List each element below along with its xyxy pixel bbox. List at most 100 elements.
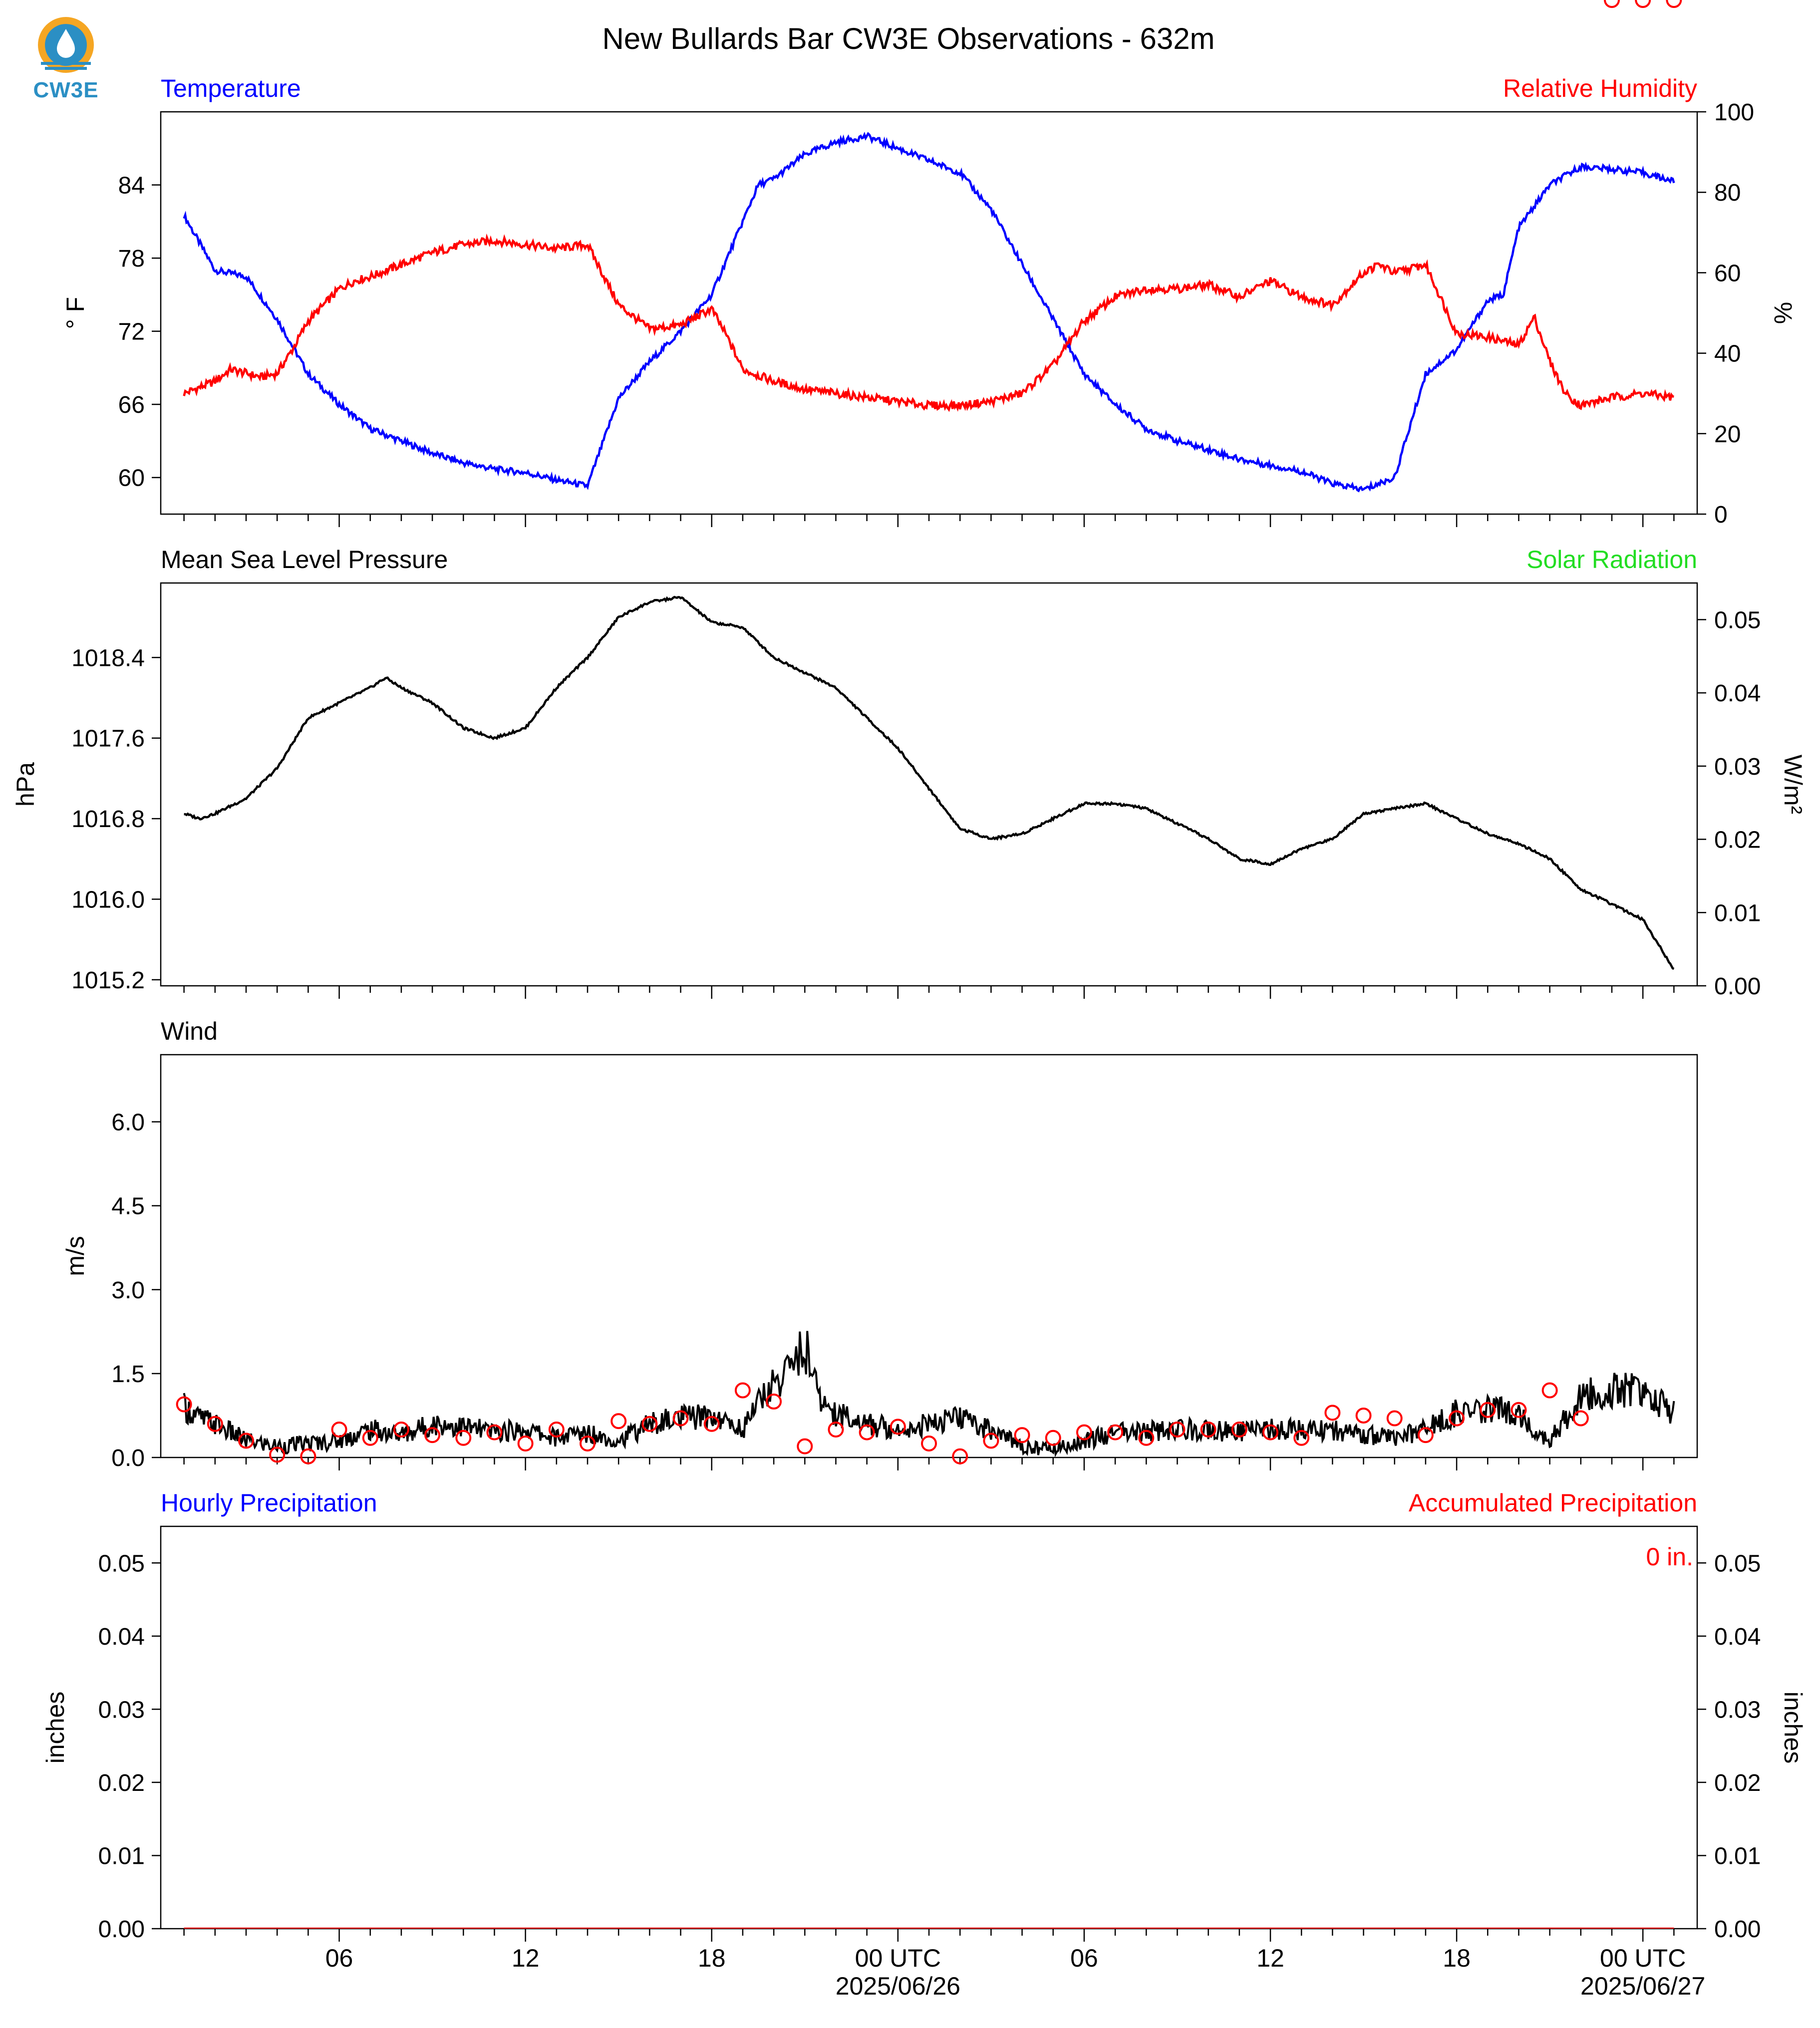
y-tick-label: 0.05 <box>98 1550 145 1577</box>
wind-gust-marker <box>766 1393 782 1410</box>
x-date-label: 2025/06/27 <box>1580 1972 1705 2000</box>
wind-gust-marker <box>672 1410 689 1427</box>
wind-gust-marker <box>1635 0 1651 8</box>
wind-gust-marker <box>207 1416 223 1432</box>
wind-gust-marker <box>517 1435 534 1451</box>
y-tick-label: 4.5 <box>111 1193 145 1220</box>
y-tick-label: 1016.8 <box>71 806 145 833</box>
series-line <box>183 1331 1675 1457</box>
wind-gust-marker <box>1449 1410 1465 1427</box>
wind-gust-marker <box>269 1447 286 1463</box>
y-tick-label: 0.03 <box>98 1697 145 1723</box>
y-axis-label-left: hPa <box>11 762 39 807</box>
plot-frame <box>160 1525 1698 1930</box>
wind-gust-marker <box>1511 1402 1527 1418</box>
wind-gust-marker <box>921 1435 937 1451</box>
y-tick-label-right: 100 <box>1714 99 1754 126</box>
wind-gust-marker <box>859 1424 875 1441</box>
wind-gust-marker <box>983 1433 999 1449</box>
wind-gust-marker <box>424 1427 441 1444</box>
wind-gust-marker <box>1324 1405 1341 1421</box>
y-tick-label-right: 0.05 <box>1714 1550 1761 1577</box>
x-date-label: 2025/06/26 <box>836 1972 960 2000</box>
panel-title-right: Solar Radiation <box>1526 546 1697 574</box>
y-tick-label: 0.01 <box>98 1843 145 1869</box>
panel-title-right: Accumulated Precipitation <box>1409 1489 1697 1517</box>
y-tick-label: 60 <box>118 465 145 492</box>
y-tick-label-right: 0.04 <box>1714 680 1761 707</box>
y-tick-label-right: 0.01 <box>1714 1843 1761 1869</box>
wind-gust-marker <box>1604 0 1620 8</box>
y-tick-label: 66 <box>118 392 145 418</box>
panels: 60 66 72 78 84 ° F 0 20 40 60 80 100% Temperature Rel… <box>11 0 1807 2000</box>
x-tick-label: 00 UTC <box>855 1944 941 1972</box>
wind-gust-marker <box>1231 1421 1247 1438</box>
wind-gust-marker <box>1386 1410 1403 1427</box>
wind-gust-marker <box>1107 1424 1124 1441</box>
wind-gust-marker <box>1138 1430 1155 1446</box>
precip-total-annotation: 0 in. <box>1646 1543 1693 1571</box>
y-tick-label-right: 0.03 <box>1714 754 1761 780</box>
series-line <box>183 233 1674 412</box>
plot-frame <box>160 111 1698 515</box>
y-tick-label: 1016.0 <box>71 886 145 913</box>
logo-text: CW3E <box>33 78 99 102</box>
y-tick-label: 3.0 <box>111 1277 145 1304</box>
y-tick-label: 1.5 <box>111 1361 145 1388</box>
logo-emblem <box>38 17 94 73</box>
y-tick-label-right: 0.05 <box>1714 607 1761 633</box>
wind-gust-marker <box>486 1424 503 1441</box>
wind-gust-marker <box>1293 1430 1310 1446</box>
y-tick-label: 0.02 <box>98 1770 145 1796</box>
wind-gust-marker <box>1076 1424 1092 1441</box>
wind-gust-marker <box>300 1448 316 1464</box>
wind-gust-marker <box>455 1430 472 1446</box>
y-tick-label-right: 0.00 <box>1714 973 1761 1000</box>
wind-gust-marker <box>331 1421 347 1438</box>
wind-gust-marker <box>703 1416 720 1432</box>
y-tick-label-right: 0 <box>1714 502 1728 528</box>
wind-gust-marker <box>1417 1427 1434 1444</box>
y-tick-label-right: 0.00 <box>1714 1916 1761 1943</box>
panel-temperature-humidity: 60 66 72 78 84 ° F 0 20 40 60 80 100% Temperature Rel… <box>61 74 1797 528</box>
y-tick-label: 78 <box>118 246 145 272</box>
wind-gust-marker <box>952 1448 968 1464</box>
y-tick-label: 1018.4 <box>71 645 145 671</box>
x-tick-label: 18 <box>698 1944 726 1972</box>
y-tick-label: 84 <box>118 173 145 199</box>
x-tick-label: 06 <box>1070 1944 1098 1972</box>
y-tick-label-right: 40 <box>1714 341 1741 367</box>
panel-title-right: Relative Humidity <box>1503 74 1697 102</box>
wind-gust-marker <box>1262 1424 1278 1441</box>
wind-gust-marker <box>828 1421 844 1438</box>
y-tick-label-right: 0.01 <box>1714 900 1761 926</box>
wind-gust-marker <box>1014 1427 1030 1444</box>
wind-gust-marker <box>641 1416 658 1432</box>
y-tick-label-right: 0.04 <box>1714 1624 1761 1650</box>
y-tick-label: 72 <box>118 319 145 345</box>
y-axis-label-left: ° F <box>61 297 89 329</box>
figure-title: New Bullards Bar CW3E Observations - 632… <box>602 22 1214 55</box>
plot-frame <box>160 582 1698 987</box>
wind-gust-marker <box>1200 1421 1216 1438</box>
panel-title-left: Wind <box>161 1017 218 1045</box>
y-tick-label-right: 0.02 <box>1714 1770 1761 1796</box>
panel-title-left: Mean Sea Level Pressure <box>161 546 448 574</box>
y-axis-label-right: % <box>1769 302 1797 324</box>
y-axis-label-right: W/m² <box>1779 755 1807 814</box>
y-tick-label: 0.0 <box>111 1445 145 1471</box>
panel-title-left: Temperature <box>161 74 301 102</box>
plot-frame <box>160 1054 1698 1458</box>
y-tick-label: 1015.2 <box>71 967 145 994</box>
y-tick-label: 0.04 <box>98 1624 145 1650</box>
y-tick-label: 6.0 <box>111 1110 145 1136</box>
wind-gust-marker <box>362 1430 378 1446</box>
wind-gust-marker <box>797 1438 813 1454</box>
panel-wind: 0.0 1.5 3.0 4.5 6.0 m/s Wind <box>61 0 1698 1471</box>
x-tick-label: 18 <box>1443 1944 1471 1972</box>
wind-gust-marker <box>1666 0 1682 8</box>
series-line <box>184 595 1675 970</box>
wind-gust-marker <box>393 1421 409 1438</box>
